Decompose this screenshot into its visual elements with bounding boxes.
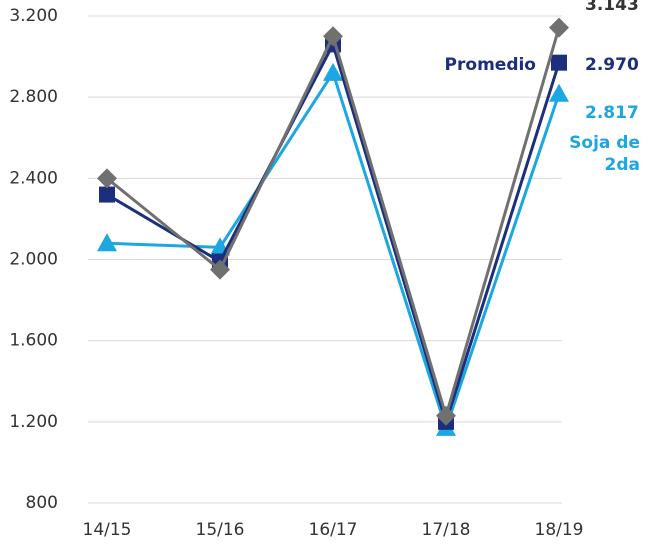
x-tick-label: 18/19 (535, 520, 584, 540)
x-tick-label: 16/17 (309, 520, 358, 540)
y-tick-label: 800 (26, 493, 58, 513)
marker (97, 233, 117, 252)
marker (323, 62, 343, 81)
marker (549, 17, 569, 38)
data-label: 2.817 (585, 103, 639, 123)
data-label: 2.970 (585, 55, 639, 75)
marker (210, 259, 230, 280)
line (106, 27, 561, 422)
y-tick-label: 1.200 (9, 412, 58, 432)
marker (99, 186, 115, 203)
marker (436, 405, 456, 426)
marker (323, 26, 343, 47)
y-tick-label: 2.000 (9, 250, 58, 270)
x-tick-label: 14/15 (83, 520, 132, 540)
y-tick-label: 1.600 (9, 331, 58, 351)
y-tick-label: 2.800 (9, 87, 58, 107)
marker (97, 168, 117, 189)
series-label: Promedio (444, 55, 536, 75)
series-label: Soja de 2da (569, 133, 640, 175)
x-tick-label: 15/16 (196, 520, 245, 540)
y-tick-label: 2.400 (9, 168, 58, 188)
marker (549, 83, 569, 102)
x-tick-label: 17/18 (422, 520, 471, 540)
data-label: 3.143 (585, 0, 639, 15)
marker (551, 54, 567, 71)
line (106, 69, 561, 433)
y-tick-label: 3.200 (9, 6, 58, 26)
